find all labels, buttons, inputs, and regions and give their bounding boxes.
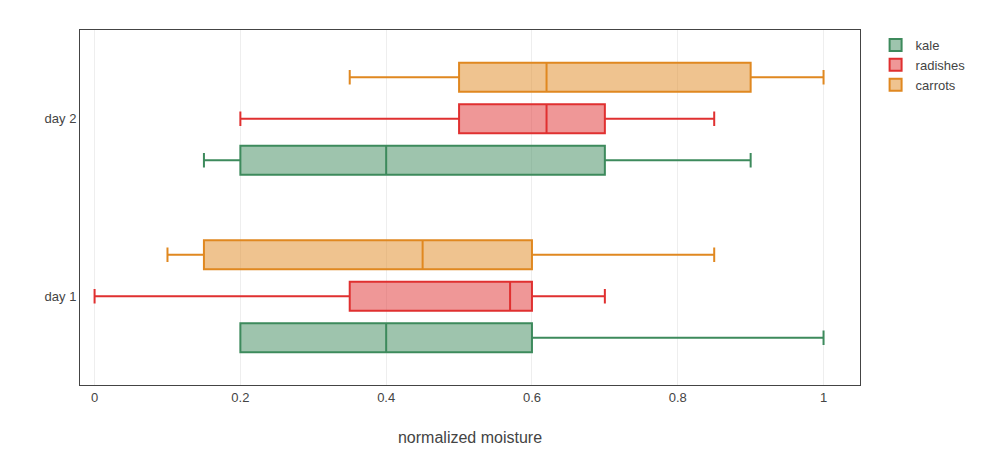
svg-text:normalized moisture: normalized moisture [398,429,542,446]
svg-text:0.8: 0.8 [669,390,687,405]
svg-text:0.6: 0.6 [523,390,541,405]
svg-text:day 1: day 1 [45,289,77,304]
svg-text:carrots: carrots [916,78,956,93]
svg-text:1: 1 [820,390,827,405]
svg-text:0: 0 [91,390,98,405]
svg-text:radishes: radishes [916,58,966,73]
svg-text:kale: kale [916,38,940,53]
svg-text:day 2: day 2 [45,111,77,126]
svg-text:0.2: 0.2 [231,390,249,405]
svg-text:0.4: 0.4 [377,390,395,405]
